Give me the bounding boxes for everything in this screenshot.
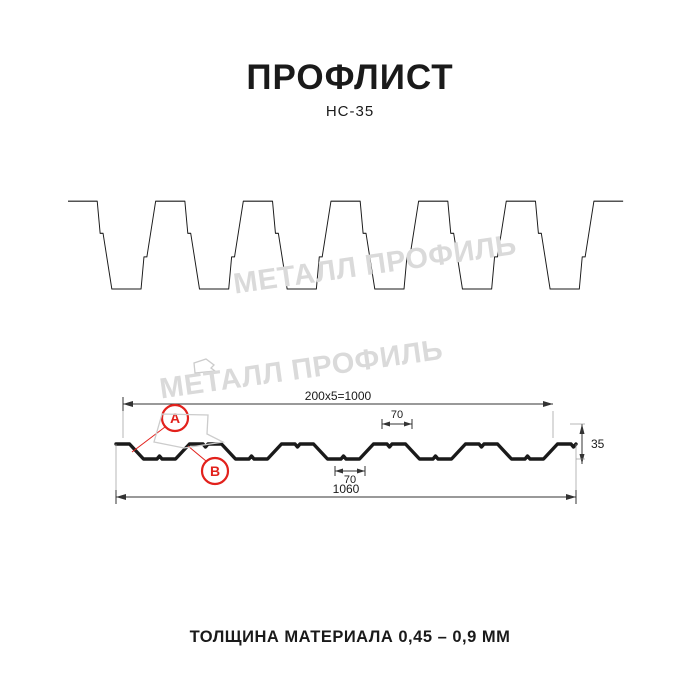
svg-text:35: 35	[591, 437, 605, 451]
svg-text:B: B	[210, 463, 220, 479]
svg-text:70: 70	[344, 474, 356, 486]
svg-text:A: A	[170, 410, 180, 426]
svg-text:70: 70	[391, 409, 403, 421]
svg-text:200x5=1000: 200x5=1000	[305, 389, 372, 403]
